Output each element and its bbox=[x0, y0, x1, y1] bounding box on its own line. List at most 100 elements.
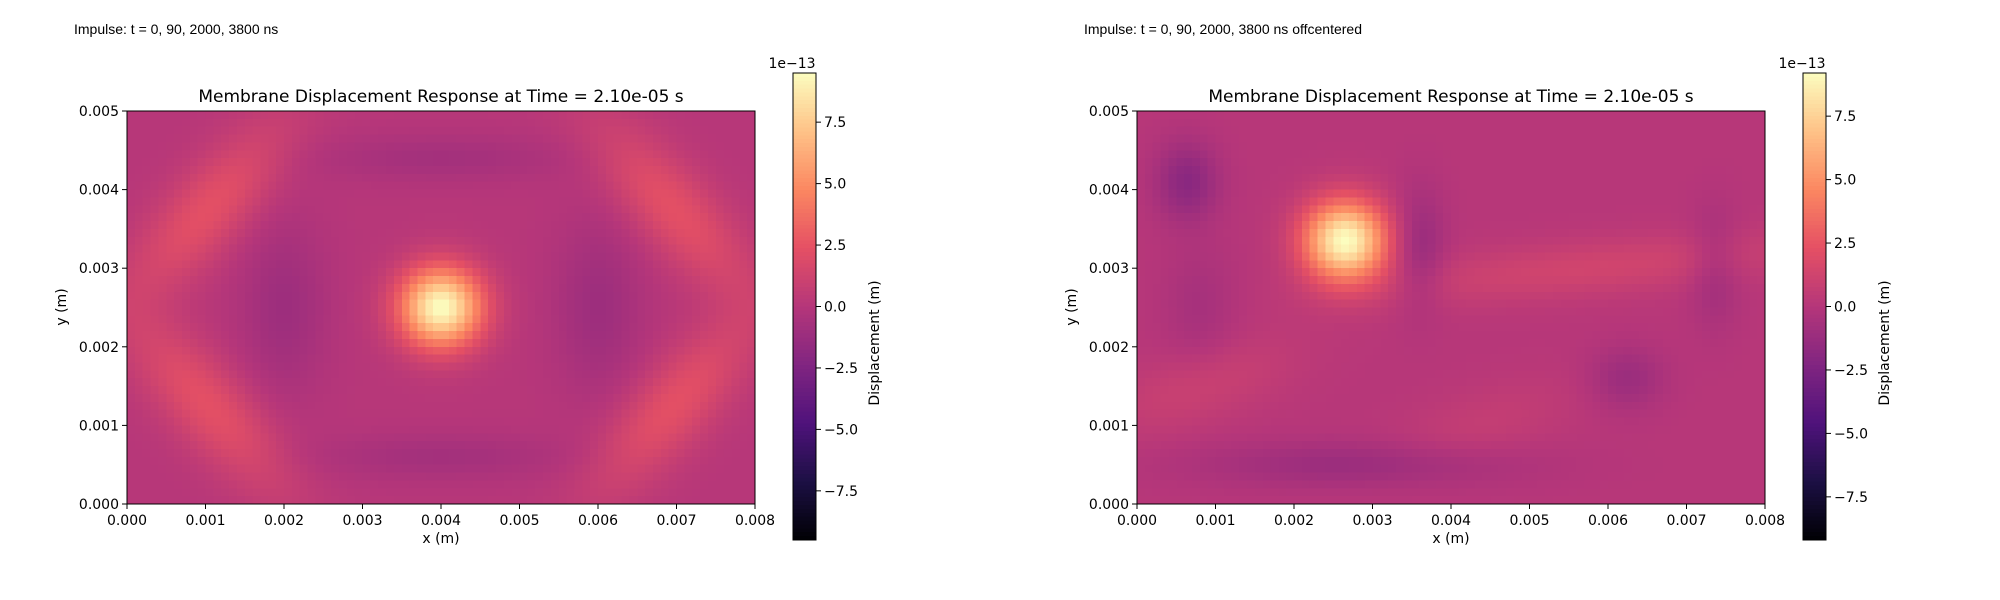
heatmap-cell bbox=[566, 370, 576, 379]
heatmap-cell bbox=[1223, 158, 1232, 167]
heatmap-cell bbox=[456, 291, 466, 301]
heatmap-cell bbox=[715, 126, 725, 136]
heatmap-cell bbox=[236, 354, 246, 364]
heatmap-cell bbox=[307, 362, 316, 371]
heatmap-cell bbox=[284, 362, 293, 371]
heatmap-cell bbox=[535, 425, 544, 434]
heatmap-cell bbox=[668, 111, 678, 120]
heatmap-cell bbox=[676, 158, 685, 167]
heatmap-cell bbox=[433, 378, 442, 387]
heatmap-cell bbox=[1160, 126, 1169, 136]
heatmap-cell bbox=[260, 276, 269, 285]
heatmap-cell bbox=[299, 338, 309, 348]
heatmap-cell bbox=[236, 118, 246, 128]
heatmap-cell bbox=[323, 142, 332, 151]
heatmap-cell bbox=[134, 354, 144, 364]
heatmap-cell bbox=[668, 307, 678, 316]
heatmap-cell bbox=[1191, 118, 1201, 128]
heatmap-cell bbox=[558, 118, 568, 128]
heatmap-cell bbox=[605, 496, 615, 505]
heatmap-cell bbox=[660, 197, 670, 206]
heatmap-cell bbox=[527, 425, 536, 434]
heatmap-cell bbox=[448, 299, 458, 309]
heatmap-cell bbox=[417, 441, 426, 450]
colorbar-tick-label: −5.0 bbox=[824, 422, 858, 438]
heatmap-cell bbox=[511, 401, 521, 411]
heatmap-cell bbox=[574, 370, 583, 379]
heatmap-cell bbox=[127, 409, 136, 419]
heatmap-cell bbox=[323, 260, 332, 269]
heatmap-cell bbox=[566, 386, 576, 395]
heatmap-cell bbox=[433, 323, 442, 332]
heatmap-cell bbox=[747, 299, 756, 309]
heatmap-cell bbox=[715, 118, 725, 128]
heatmap-cell bbox=[1364, 181, 1374, 191]
heatmap-cell bbox=[692, 221, 701, 230]
heatmap-cell bbox=[291, 448, 301, 458]
heatmap-cell bbox=[1623, 173, 1633, 183]
heatmap-cell bbox=[739, 323, 748, 332]
heatmap-cell bbox=[441, 252, 450, 261]
heatmap-cell bbox=[1733, 134, 1743, 144]
heatmap-cell bbox=[1608, 134, 1617, 144]
heatmap-cell bbox=[1474, 166, 1483, 175]
heatmap-cell bbox=[1733, 142, 1743, 151]
heatmap-cell bbox=[629, 111, 638, 120]
heatmap-cell bbox=[637, 386, 646, 395]
heatmap-cell bbox=[637, 276, 646, 285]
heatmap-cell bbox=[472, 134, 481, 144]
heatmap-cell bbox=[346, 158, 356, 167]
heatmap-cell bbox=[464, 433, 473, 442]
heatmap-cell bbox=[511, 393, 521, 403]
heatmap-cell bbox=[566, 323, 576, 332]
heatmap-cell bbox=[1466, 158, 1476, 167]
heatmap-cell bbox=[637, 433, 646, 442]
heatmap-cell bbox=[629, 433, 638, 442]
heatmap-cell bbox=[142, 221, 152, 230]
heatmap-cell bbox=[1733, 150, 1743, 159]
heatmap-cell bbox=[229, 205, 238, 214]
heatmap-cell bbox=[1403, 166, 1413, 175]
heatmap-cell bbox=[652, 496, 662, 505]
heatmap-cell bbox=[166, 276, 175, 285]
heatmap-cell bbox=[1176, 181, 1185, 191]
heatmap-cell bbox=[660, 354, 670, 364]
heatmap-cell bbox=[707, 472, 717, 482]
heatmap-cell bbox=[535, 276, 544, 285]
heatmap-cell bbox=[1451, 126, 1460, 136]
heatmap-cell bbox=[456, 126, 466, 136]
heatmap-cell bbox=[386, 197, 395, 206]
heatmap-cell bbox=[637, 283, 646, 293]
heatmap-cell bbox=[393, 213, 403, 222]
heatmap-cell bbox=[488, 181, 497, 191]
heatmap-cell bbox=[315, 331, 324, 340]
heatmap-cell bbox=[605, 417, 615, 426]
heatmap-cell bbox=[1757, 134, 1766, 144]
heatmap-cell bbox=[229, 393, 238, 403]
heatmap-cell bbox=[488, 197, 497, 206]
heatmap-cell bbox=[574, 126, 583, 136]
heatmap-cell bbox=[590, 252, 599, 261]
heatmap-cell bbox=[668, 205, 678, 214]
colorbar-segment bbox=[793, 388, 816, 393]
heatmap-cell bbox=[323, 166, 332, 175]
heatmap-cell bbox=[1144, 142, 1154, 151]
heatmap-cell bbox=[1647, 142, 1656, 151]
heatmap-cell bbox=[723, 158, 733, 167]
heatmap-cell bbox=[1458, 158, 1468, 167]
heatmap-cell bbox=[1678, 166, 1688, 175]
colorbar-segment bbox=[793, 178, 816, 183]
heatmap-cell bbox=[299, 299, 309, 309]
heatmap-cell bbox=[166, 362, 175, 371]
heatmap-cell bbox=[456, 299, 466, 309]
heatmap-cell bbox=[244, 409, 254, 419]
heatmap-cell bbox=[684, 401, 693, 411]
heatmap-cell bbox=[134, 338, 144, 348]
heatmap-cell bbox=[488, 173, 497, 183]
heatmap-cell bbox=[1490, 126, 1499, 136]
heatmap-cell bbox=[1403, 126, 1413, 136]
heatmap-cell bbox=[1160, 118, 1169, 128]
heatmap-cell bbox=[1262, 118, 1272, 128]
heatmap-cell bbox=[127, 496, 136, 505]
heatmap-cell bbox=[197, 299, 207, 309]
